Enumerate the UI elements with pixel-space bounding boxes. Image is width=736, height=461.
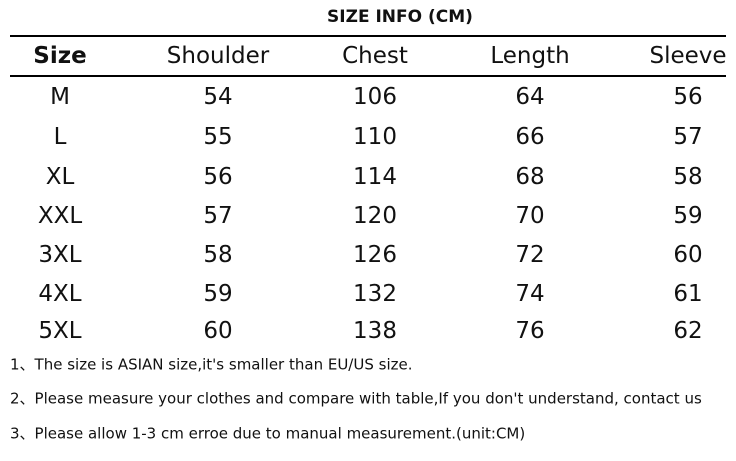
table-title: SIZE INFO (CM) xyxy=(327,7,473,27)
top-rule xyxy=(10,35,726,37)
note: 1、The size is ASIAN size,it's smaller th… xyxy=(10,355,413,374)
table-cell: 120 xyxy=(353,203,397,229)
table-cell: 57 xyxy=(203,203,233,229)
table-cell: 66 xyxy=(515,124,545,150)
table-cell: 56 xyxy=(203,164,233,190)
table-cell: 61 xyxy=(673,281,703,307)
table-cell: 54 xyxy=(203,84,233,110)
table-cell: 60 xyxy=(203,318,233,344)
table-cell: 58 xyxy=(673,164,703,190)
table-cell: M xyxy=(50,84,70,110)
table-cell: 126 xyxy=(353,242,397,268)
header-cell: Chest xyxy=(342,43,408,69)
table-cell: 60 xyxy=(673,242,703,268)
table-cell: 59 xyxy=(203,281,233,307)
header-cell: Size xyxy=(33,43,87,69)
table-cell: 106 xyxy=(353,84,397,110)
table-cell: 70 xyxy=(515,203,545,229)
table-cell: 76 xyxy=(515,318,545,344)
table-cell: 114 xyxy=(353,164,397,190)
header-cell: Length xyxy=(490,43,570,69)
note: 2、Please measure your clothes and compar… xyxy=(10,389,702,408)
table-cell: 74 xyxy=(515,281,545,307)
table-cell: 57 xyxy=(673,124,703,150)
table-cell: XXL xyxy=(37,203,83,229)
table-cell: 59 xyxy=(673,203,703,229)
table-cell: 138 xyxy=(353,318,397,344)
table-cell: 3XL xyxy=(38,242,82,268)
table-cell: 132 xyxy=(353,281,397,307)
table-cell: XL xyxy=(45,164,75,190)
table-cell: 5XL xyxy=(38,318,82,344)
table-cell: 68 xyxy=(515,164,545,190)
header-cell: Sleeve xyxy=(649,43,727,69)
table-cell: 62 xyxy=(673,318,703,344)
table-cell: 110 xyxy=(353,124,397,150)
header-rule xyxy=(10,75,726,77)
table-cell: L xyxy=(53,124,67,150)
table-cell: 56 xyxy=(673,84,703,110)
table-cell: 4XL xyxy=(38,281,82,307)
note: 3、Please allow 1-3 cm erroe due to manua… xyxy=(10,424,526,443)
table-cell: 58 xyxy=(203,242,233,268)
table-cell: 64 xyxy=(515,84,545,110)
table-cell: 72 xyxy=(515,242,545,268)
header-cell: Shoulder xyxy=(166,43,270,69)
table-cell: 55 xyxy=(203,124,233,150)
